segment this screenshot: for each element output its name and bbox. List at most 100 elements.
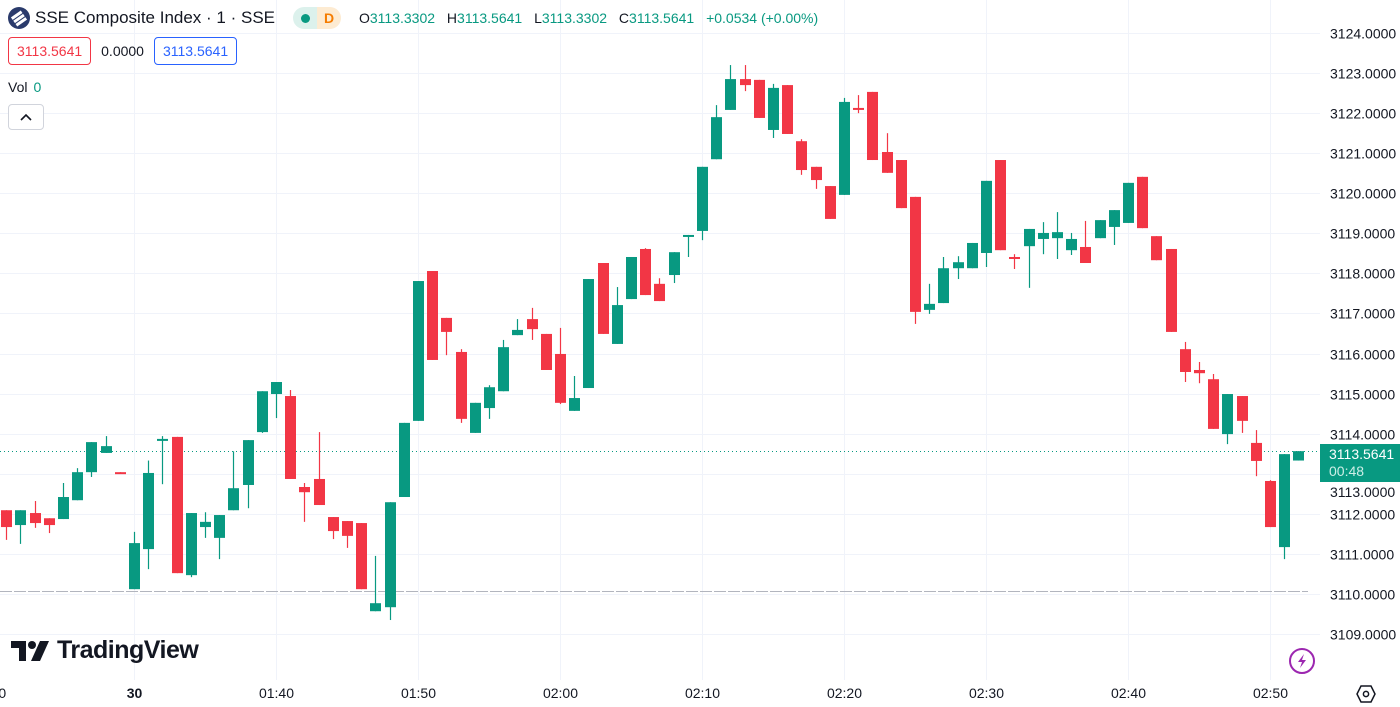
candle [385,502,396,621]
candle-body [44,518,55,526]
bar-countdown: 00:48 [1329,463,1365,479]
settings-gear-icon[interactable] [1356,684,1376,704]
candle-body [867,91,878,161]
price-tick-label: 3115.0000 [1330,387,1395,403]
candle [1265,480,1276,528]
candle-body [697,166,708,231]
price-tick-label: 3118.0000 [1330,266,1395,282]
candle [58,482,69,520]
candle-body [953,262,964,269]
price-axis[interactable]: 3109.0000 3110.0000 3111.0000 3112.0000 3113… [1330,26,1396,643]
candle-body [853,107,864,110]
candle [640,248,651,296]
candle-body [1293,451,1304,461]
candle [938,256,949,304]
candle-body [186,513,197,576]
candle-body [1095,220,1106,239]
change-value: +0.0534 (+0.00%) [706,10,819,26]
candle-body [967,242,978,269]
candle [512,319,523,336]
candle-body [598,263,609,334]
candle [1,510,12,540]
candle-body [640,248,651,296]
candle-body [569,398,580,411]
candle-body [725,79,736,110]
candle-body [157,438,168,441]
candle-body [257,391,268,433]
candle-body [938,268,949,304]
spread-value: 0.0000 [101,43,144,59]
candle [683,234,694,257]
candle [1208,373,1219,429]
candle-body [740,79,751,86]
candle-body [924,303,935,310]
candle-body [413,281,424,421]
reference-lines [0,451,1320,592]
candle [399,422,410,498]
bolt-glyph-icon [1298,654,1306,668]
candle [697,166,708,241]
open-value: 3113.3302 [369,10,436,26]
candle [342,521,353,548]
candle-body [1237,396,1248,421]
candle [910,196,921,324]
candle-body [484,387,495,409]
candle [896,160,907,209]
candle [243,440,254,509]
candle [981,180,992,268]
collapse-legend-button[interactable] [8,104,44,130]
buy-button[interactable]: 3113.5641 [153,37,238,65]
time-tick-label: 6:50 [0,685,6,701]
candle-body [1024,228,1035,247]
symbol-title[interactable]: SSE Composite Index · 1 · SSE [35,8,275,27]
last-price-value: 3113.5641 [1329,446,1395,462]
candle-body [1194,369,1205,374]
price-tick-label: 3119.0000 [1330,226,1395,242]
candle [72,468,83,501]
candle-body [86,442,97,473]
volume-label: Vol [8,79,28,95]
candle-body [1,510,12,528]
volume-value: 0 [33,79,42,95]
market-status-badge[interactable]: D [293,7,341,29]
time-tick-label: 02:10 [685,685,720,701]
sell-button[interactable]: 3113.5641 [8,37,92,65]
candle [101,436,112,453]
candle [1052,212,1063,259]
candle [498,339,509,392]
open-label: O [359,10,370,26]
time-axis[interactable]: 6:50 30 01:40 01:50 02:00 02:10 02:20 02:30 02:4… [0,685,1288,701]
tradingview-logo[interactable]: TradingView [11,636,199,665]
candle [328,517,339,540]
candle [172,436,183,574]
candle [285,390,296,479]
candle-body [1038,232,1049,239]
candle-body [356,523,367,590]
candle [427,271,438,360]
candle [1024,228,1035,288]
candle [796,139,807,175]
time-tick-label: 02:20 [827,685,862,701]
candle [257,391,268,433]
candle [1095,220,1106,239]
candle [413,281,424,421]
tradingview-mark-icon [11,640,49,661]
grid [0,0,1320,680]
candle-body [612,305,623,344]
time-tick-label: 02:00 [543,685,578,701]
candle-body [583,279,594,389]
candle-body [172,436,183,574]
candle-body [129,543,140,590]
candle [456,349,467,423]
candle-body [1052,232,1063,239]
lightning-icon[interactable] [1289,648,1315,674]
candle [314,432,325,506]
candle [129,531,140,590]
candle-body [782,85,793,134]
delayed-badge: D [317,7,341,29]
candle [953,256,964,280]
time-tick-label: 02:30 [969,685,1004,701]
candle [1180,341,1191,383]
candle [654,278,665,302]
